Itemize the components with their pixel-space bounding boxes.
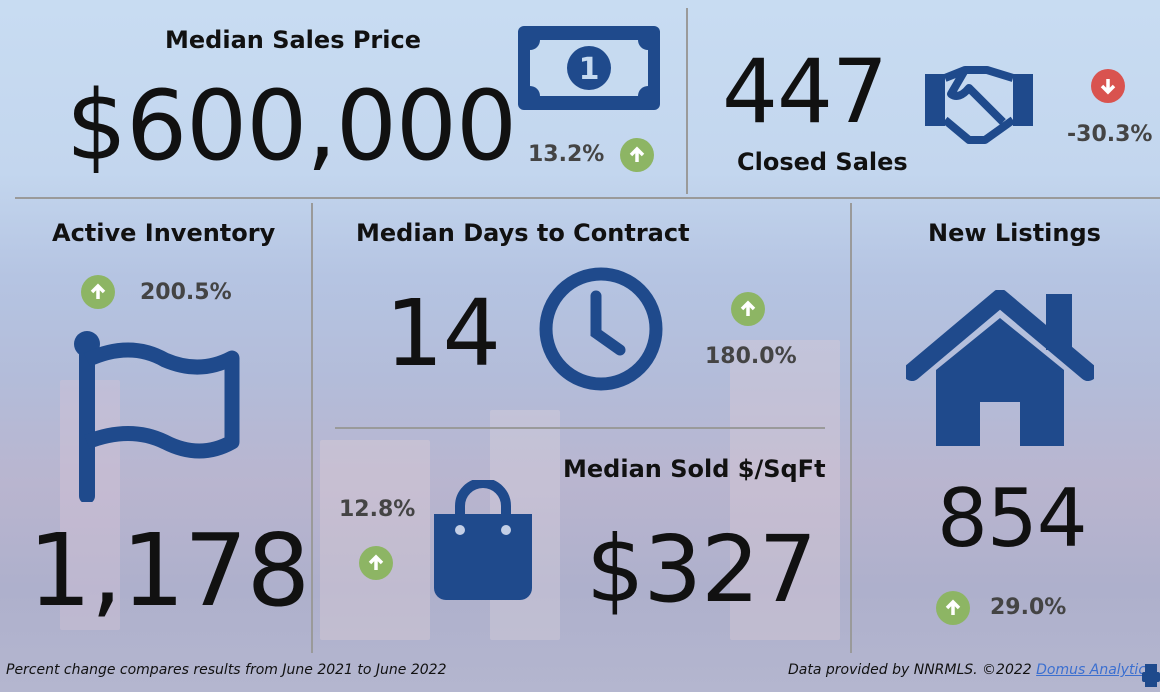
active-inventory-value: 1,178 — [28, 512, 310, 629]
flag-icon — [74, 331, 240, 502]
median-sqft-value: $327 — [586, 516, 817, 623]
up-arrow-icon — [620, 138, 654, 172]
new-listings-value: 854 — [937, 472, 1088, 565]
divider — [15, 197, 1160, 199]
median-sales-price-value: $600,000 — [66, 70, 517, 182]
median-sales-price-change: 13.2% — [528, 142, 605, 167]
credit-text: Data provided by NNRMLS. ©2022 — [788, 662, 1037, 678]
house-icon — [906, 290, 1094, 446]
domus-analytics-link[interactable]: Domus Analytics — [1036, 662, 1154, 678]
footer-note: Percent change compares results from Jun… — [6, 662, 447, 678]
dollar-bill-icon: 1 — [518, 26, 660, 110]
divider — [311, 203, 313, 653]
median-sales-price-title: Median Sales Price — [165, 26, 421, 54]
active-inventory-change: 200.5% — [140, 280, 232, 305]
handshake-icon — [925, 66, 1033, 144]
print-icon[interactable] — [1142, 664, 1160, 688]
closed-sales-title: Closed Sales — [737, 148, 908, 176]
closed-sales-change: -30.3% — [1067, 122, 1153, 147]
active-inventory-title: Active Inventory — [52, 219, 276, 247]
footer-credit: Data provided by NNRMLS. ©2022 Domus Ana… — [788, 662, 1153, 678]
divider — [850, 203, 852, 653]
new-listings-change: 29.0% — [990, 595, 1067, 620]
median-sqft-change: 12.8% — [339, 497, 416, 522]
up-arrow-icon — [359, 546, 393, 580]
median-days-value: 14 — [385, 280, 501, 387]
down-arrow-icon — [1091, 69, 1125, 103]
divider — [335, 427, 825, 429]
divider — [686, 8, 688, 194]
up-arrow-icon — [731, 292, 765, 326]
new-listings-title: New Listings — [928, 219, 1101, 247]
closed-sales-value: 447 — [722, 40, 888, 143]
median-days-change: 180.0% — [705, 344, 797, 369]
up-arrow-icon — [936, 591, 970, 625]
clock-icon — [539, 267, 663, 391]
svg-text:1: 1 — [579, 52, 600, 87]
median-sqft-title: Median Sold $/SqFt — [563, 455, 826, 483]
median-days-title: Median Days to Contract — [356, 219, 690, 247]
shopping-bag-icon — [434, 480, 532, 600]
up-arrow-icon — [81, 275, 115, 309]
